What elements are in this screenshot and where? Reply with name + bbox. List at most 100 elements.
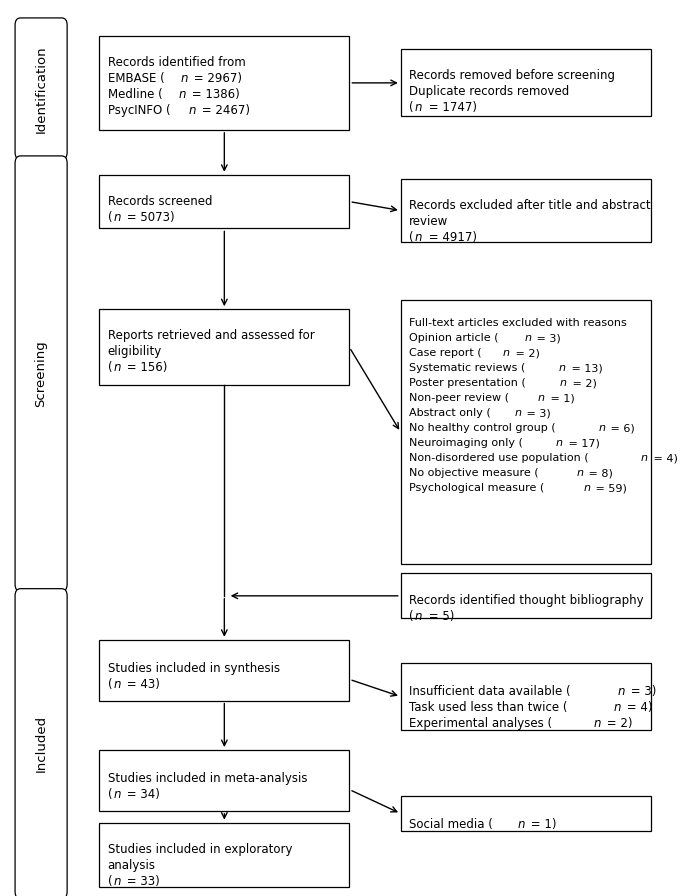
Text: = 1386): = 1386) — [188, 88, 240, 101]
Text: = 2): = 2) — [603, 717, 633, 730]
Text: = 2): = 2) — [569, 378, 597, 388]
Text: n: n — [114, 361, 121, 375]
Text: = 5073): = 5073) — [123, 211, 175, 224]
Text: Included: Included — [35, 715, 47, 772]
Text: = 3): = 3) — [523, 408, 551, 418]
Text: Case report (: Case report ( — [409, 348, 482, 358]
Text: (: ( — [108, 361, 112, 375]
Text: Studies included in exploratory: Studies included in exploratory — [108, 843, 292, 856]
Text: n: n — [617, 685, 625, 698]
Text: = 2967): = 2967) — [190, 72, 242, 85]
Text: review: review — [409, 215, 448, 228]
Text: Records screened: Records screened — [108, 195, 212, 208]
FancyBboxPatch shape — [99, 36, 349, 130]
Text: n: n — [415, 609, 423, 623]
FancyBboxPatch shape — [401, 179, 651, 242]
FancyBboxPatch shape — [401, 796, 651, 831]
Text: n: n — [594, 717, 601, 730]
Text: Systematic reviews (: Systematic reviews ( — [409, 363, 525, 373]
Text: Studies included in synthesis: Studies included in synthesis — [108, 662, 279, 675]
Text: = 17): = 17) — [565, 438, 600, 448]
Text: Records identified thought bibliography: Records identified thought bibliography — [409, 594, 644, 607]
Text: = 1): = 1) — [547, 393, 575, 403]
Text: (: ( — [108, 211, 112, 224]
Text: (: ( — [108, 788, 112, 801]
Text: = 4917): = 4917) — [425, 231, 477, 245]
Text: = 4): = 4) — [650, 453, 677, 463]
Text: eligibility: eligibility — [108, 345, 162, 358]
Text: = 2): = 2) — [512, 348, 540, 358]
Text: n: n — [556, 438, 563, 448]
Text: Non-peer review (: Non-peer review ( — [409, 393, 509, 403]
FancyBboxPatch shape — [15, 589, 67, 896]
Text: = 34): = 34) — [123, 788, 160, 801]
Text: Experimental analyses (: Experimental analyses ( — [409, 717, 552, 730]
FancyBboxPatch shape — [15, 18, 67, 159]
Text: n: n — [114, 677, 121, 691]
Text: n: n — [560, 378, 566, 388]
Text: Medline (: Medline ( — [108, 88, 162, 101]
Text: Poster presentation (: Poster presentation ( — [409, 378, 525, 388]
Text: PsycINFO (: PsycINFO ( — [108, 104, 170, 116]
Text: n: n — [598, 423, 605, 433]
Text: Screening: Screening — [35, 340, 47, 407]
Text: Task used less than twice (: Task used less than twice ( — [409, 701, 567, 714]
Text: n: n — [517, 818, 525, 831]
Text: n: n — [178, 88, 186, 101]
Text: n: n — [514, 408, 521, 418]
Text: = 59): = 59) — [593, 483, 627, 493]
Text: analysis: analysis — [108, 858, 155, 872]
Text: Identification: Identification — [35, 45, 47, 133]
Text: n: n — [576, 468, 583, 478]
Text: = 8): = 8) — [585, 468, 613, 478]
Text: (: ( — [409, 609, 414, 623]
FancyBboxPatch shape — [99, 640, 349, 701]
Text: n: n — [181, 72, 188, 85]
Text: n: n — [114, 788, 121, 801]
FancyBboxPatch shape — [15, 156, 67, 591]
FancyBboxPatch shape — [99, 823, 349, 887]
Text: Records removed before screening: Records removed before screening — [409, 70, 615, 82]
Text: = 3): = 3) — [627, 685, 656, 698]
Text: (: ( — [409, 101, 414, 115]
Text: Neuroimaging only (: Neuroimaging only ( — [409, 438, 523, 448]
Text: Studies included in meta-analysis: Studies included in meta-analysis — [108, 772, 307, 785]
Text: Social media (: Social media ( — [409, 818, 493, 831]
Text: No healthy control group (: No healthy control group ( — [409, 423, 556, 433]
Text: EMBASE (: EMBASE ( — [108, 72, 164, 85]
FancyBboxPatch shape — [99, 175, 349, 228]
Text: n: n — [559, 363, 566, 373]
Text: Duplicate records removed: Duplicate records removed — [409, 85, 569, 99]
Text: Opinion article (: Opinion article ( — [409, 333, 499, 343]
Text: = 33): = 33) — [123, 874, 160, 888]
Text: = 1): = 1) — [527, 818, 556, 831]
Text: (: ( — [108, 677, 112, 691]
Text: n: n — [114, 874, 121, 888]
Text: = 1747): = 1747) — [425, 101, 477, 115]
Text: Insufficient data available (: Insufficient data available ( — [409, 685, 571, 698]
FancyBboxPatch shape — [401, 300, 651, 564]
Text: n: n — [415, 231, 423, 245]
Text: (: ( — [108, 874, 112, 888]
Text: = 156): = 156) — [123, 361, 168, 375]
Text: Non-disordered use population (: Non-disordered use population ( — [409, 453, 588, 463]
Text: = 4): = 4) — [623, 701, 653, 714]
Text: Abstract only (: Abstract only ( — [409, 408, 490, 418]
Text: = 5): = 5) — [425, 609, 454, 623]
FancyBboxPatch shape — [401, 49, 651, 116]
Text: Reports retrieved and assessed for: Reports retrieved and assessed for — [108, 330, 314, 342]
Text: n: n — [525, 333, 532, 343]
Text: n: n — [614, 701, 621, 714]
Text: Full-text articles excluded with reasons: Full-text articles excluded with reasons — [409, 318, 627, 328]
FancyBboxPatch shape — [401, 573, 651, 618]
Text: n: n — [114, 211, 121, 224]
Text: = 43): = 43) — [123, 677, 160, 691]
Text: n: n — [503, 348, 510, 358]
Text: = 3): = 3) — [534, 333, 561, 343]
Text: n: n — [538, 393, 545, 403]
Text: Records identified from: Records identified from — [108, 56, 245, 69]
Text: n: n — [640, 453, 648, 463]
Text: = 2467): = 2467) — [198, 104, 250, 116]
Text: Records excluded after title and abstract: Records excluded after title and abstrac… — [409, 200, 651, 212]
Text: (: ( — [409, 231, 414, 245]
